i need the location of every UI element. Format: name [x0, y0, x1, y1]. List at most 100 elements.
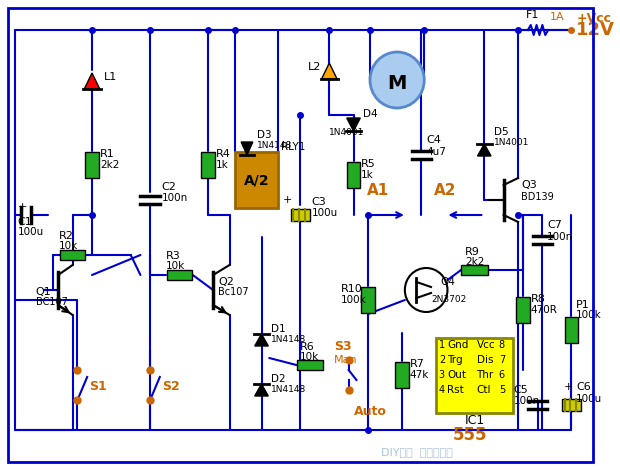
- Text: 10k: 10k: [59, 241, 78, 251]
- Text: 100u: 100u: [312, 208, 338, 218]
- Text: 2N3702: 2N3702: [431, 295, 466, 304]
- Polygon shape: [477, 144, 491, 156]
- FancyBboxPatch shape: [85, 152, 99, 178]
- Circle shape: [370, 52, 424, 108]
- Text: Q1: Q1: [36, 287, 51, 297]
- Text: 100u: 100u: [17, 227, 43, 237]
- Text: 100u: 100u: [576, 394, 603, 404]
- FancyBboxPatch shape: [395, 362, 409, 388]
- Text: 1A: 1A: [549, 12, 564, 22]
- Text: R7: R7: [410, 359, 425, 369]
- Text: +: +: [17, 202, 27, 212]
- FancyBboxPatch shape: [562, 399, 581, 411]
- Text: 1k: 1k: [361, 170, 374, 180]
- Text: Gnd: Gnd: [448, 340, 469, 350]
- Text: Bc107: Bc107: [218, 287, 249, 297]
- Text: Dis: Dis: [477, 355, 493, 365]
- FancyBboxPatch shape: [291, 209, 310, 221]
- Text: 2k2: 2k2: [100, 160, 119, 170]
- Text: IC1: IC1: [464, 415, 485, 428]
- Text: 12V: 12V: [576, 21, 615, 39]
- FancyBboxPatch shape: [236, 152, 278, 208]
- FancyBboxPatch shape: [298, 360, 322, 370]
- Text: L2: L2: [308, 62, 321, 72]
- Text: 6: 6: [499, 370, 505, 380]
- Polygon shape: [84, 73, 100, 89]
- Text: 1N4148: 1N4148: [271, 335, 306, 344]
- FancyBboxPatch shape: [436, 337, 513, 413]
- Text: RLY1: RLY1: [281, 142, 305, 152]
- Text: P1: P1: [576, 300, 590, 310]
- Text: 555: 555: [453, 426, 487, 445]
- FancyBboxPatch shape: [347, 162, 360, 188]
- Text: R9: R9: [465, 247, 480, 257]
- Text: Man: Man: [334, 355, 358, 365]
- Text: S2: S2: [162, 380, 180, 393]
- Text: A2: A2: [434, 183, 457, 198]
- Text: 1N4148: 1N4148: [271, 385, 306, 394]
- Text: BD139: BD139: [521, 192, 554, 202]
- Polygon shape: [241, 142, 253, 155]
- Text: R1: R1: [100, 149, 115, 159]
- Text: S3: S3: [334, 340, 352, 353]
- Text: M: M: [388, 73, 407, 93]
- Text: 1N4148: 1N4148: [257, 141, 292, 150]
- Text: 47k: 47k: [410, 370, 429, 380]
- Text: D2: D2: [271, 374, 286, 384]
- Text: R6: R6: [300, 342, 315, 352]
- Text: D5: D5: [494, 127, 508, 137]
- Text: 10k: 10k: [166, 261, 185, 271]
- Text: Q4: Q4: [441, 277, 456, 287]
- Text: R3: R3: [166, 251, 180, 261]
- Text: 7: 7: [499, 355, 505, 365]
- Text: Out: Out: [448, 370, 466, 380]
- Text: Ctl: Ctl: [477, 385, 491, 395]
- Text: F1: F1: [526, 10, 539, 20]
- Text: +: +: [564, 382, 573, 392]
- Text: Thr: Thr: [477, 370, 494, 380]
- Text: 100k: 100k: [341, 295, 366, 305]
- Text: S1: S1: [89, 380, 107, 393]
- Text: 10k: 10k: [300, 352, 319, 362]
- Text: 4u7: 4u7: [426, 147, 446, 157]
- Text: C6: C6: [576, 382, 591, 392]
- Polygon shape: [322, 63, 337, 79]
- Text: C4: C4: [426, 135, 441, 145]
- Text: R5: R5: [361, 159, 376, 169]
- Polygon shape: [255, 384, 268, 396]
- Text: 1N4001: 1N4001: [329, 128, 365, 137]
- Text: 3: 3: [439, 370, 445, 380]
- Text: R10: R10: [341, 284, 363, 294]
- Text: 8: 8: [499, 340, 505, 350]
- Text: C1: C1: [17, 217, 32, 227]
- Text: +: +: [283, 195, 292, 205]
- Text: 1N4001: 1N4001: [494, 138, 529, 147]
- FancyBboxPatch shape: [202, 152, 215, 178]
- Text: 4: 4: [439, 385, 445, 395]
- Text: +Vcc: +Vcc: [576, 12, 611, 25]
- Polygon shape: [347, 118, 360, 131]
- Text: Auto: Auto: [353, 405, 386, 418]
- Text: 2: 2: [439, 355, 445, 365]
- Text: D3: D3: [257, 130, 272, 140]
- Text: R4: R4: [216, 149, 231, 159]
- Text: C3: C3: [312, 197, 327, 207]
- Text: D4: D4: [363, 109, 378, 119]
- Text: Rst: Rst: [448, 385, 464, 395]
- Text: 100n: 100n: [513, 396, 539, 406]
- Text: R2: R2: [59, 231, 74, 241]
- Text: 2k2: 2k2: [465, 257, 484, 267]
- Text: C7: C7: [547, 220, 562, 230]
- Text: Trg: Trg: [448, 355, 463, 365]
- Text: 5: 5: [499, 385, 505, 395]
- Text: Q3: Q3: [521, 180, 537, 190]
- Text: R8: R8: [531, 294, 546, 304]
- Text: Q2: Q2: [218, 277, 234, 287]
- Text: BC107: BC107: [36, 297, 68, 307]
- FancyBboxPatch shape: [461, 265, 488, 275]
- FancyBboxPatch shape: [565, 317, 578, 343]
- Polygon shape: [255, 334, 268, 346]
- Text: 1: 1: [439, 340, 445, 350]
- Text: D1: D1: [271, 324, 286, 334]
- Text: 1k: 1k: [216, 160, 229, 170]
